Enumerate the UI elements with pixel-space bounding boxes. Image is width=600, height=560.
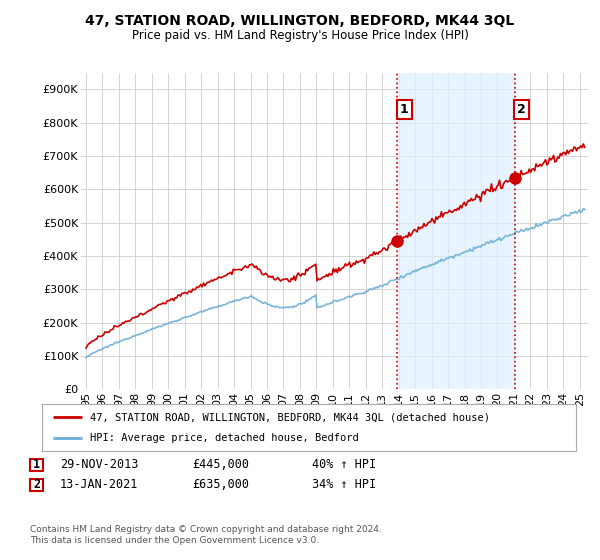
Text: Contains HM Land Registry data © Crown copyright and database right 2024.
This d: Contains HM Land Registry data © Crown c… [30,525,382,545]
Text: 47, STATION ROAD, WILLINGTON, BEDFORD, MK44 3QL (detached house): 47, STATION ROAD, WILLINGTON, BEDFORD, M… [90,412,490,422]
Text: 47, STATION ROAD, WILLINGTON, BEDFORD, MK44 3QL: 47, STATION ROAD, WILLINGTON, BEDFORD, M… [85,14,515,28]
Text: 29-NOV-2013: 29-NOV-2013 [60,458,139,472]
Text: £445,000: £445,000 [192,458,249,472]
Text: 40% ↑ HPI: 40% ↑ HPI [312,458,376,472]
Text: HPI: Average price, detached house, Bedford: HPI: Average price, detached house, Bedf… [90,433,359,443]
Text: £635,000: £635,000 [192,478,249,492]
Text: 2: 2 [517,103,526,116]
Text: 13-JAN-2021: 13-JAN-2021 [60,478,139,492]
Text: 1: 1 [400,103,409,116]
Text: Price paid vs. HM Land Registry's House Price Index (HPI): Price paid vs. HM Land Registry's House … [131,29,469,42]
Text: 34% ↑ HPI: 34% ↑ HPI [312,478,376,492]
Text: 2: 2 [33,478,40,492]
Bar [397,73,515,389]
Text: 1: 1 [33,458,40,472]
